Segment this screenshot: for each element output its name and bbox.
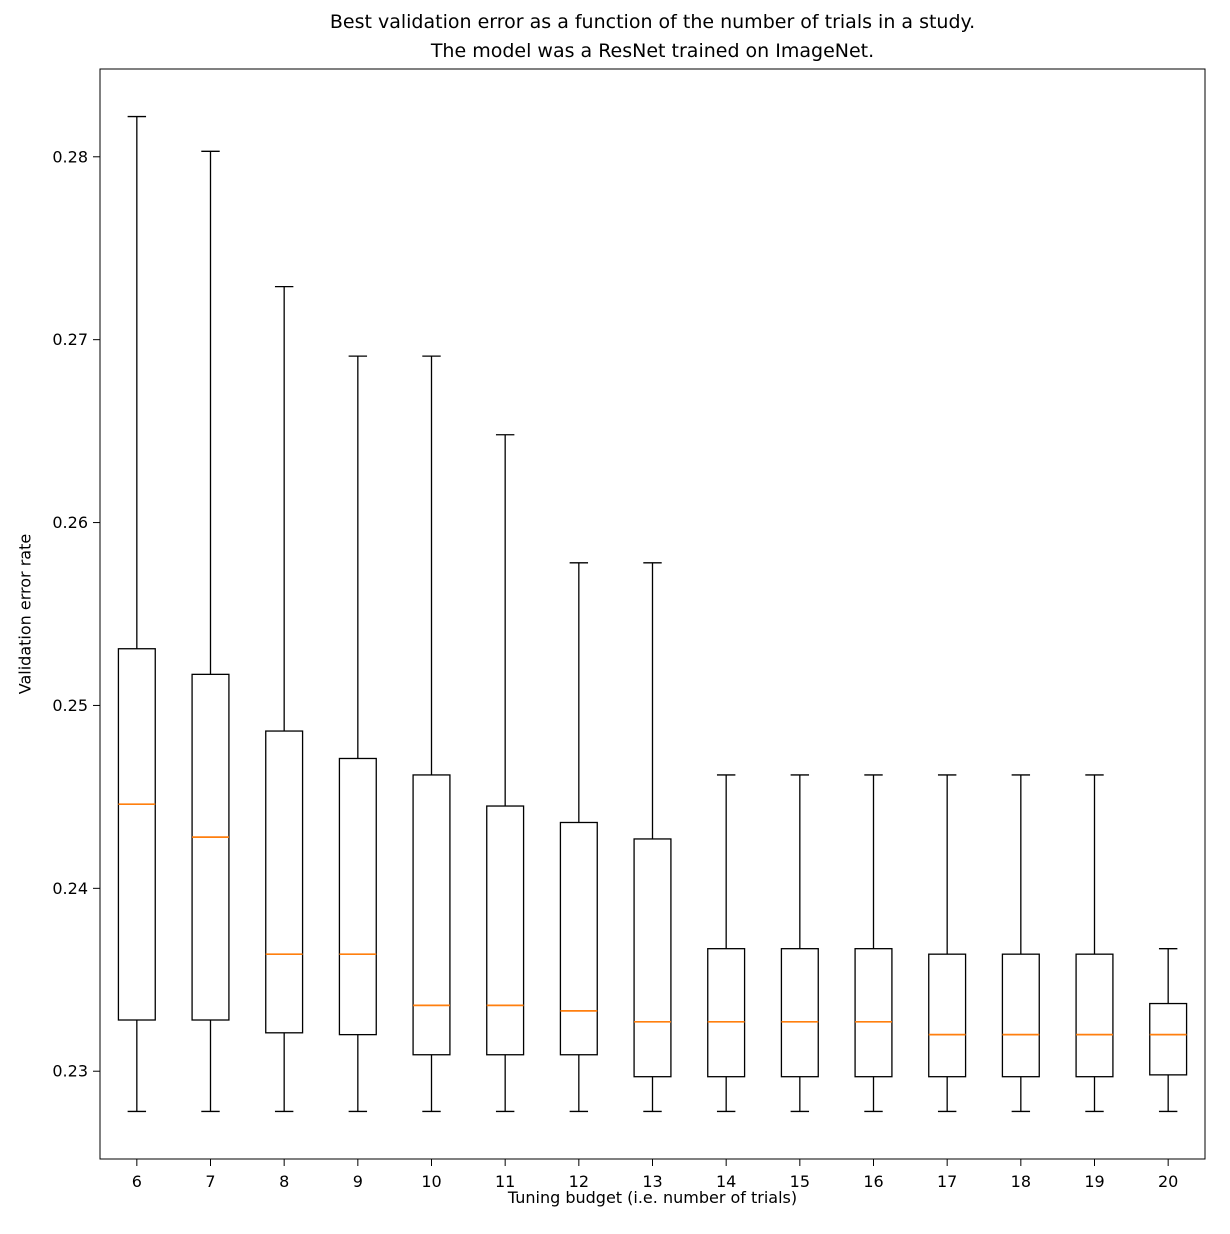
x-tick-label: 17 bbox=[937, 1172, 957, 1191]
chart-title: Best validation error as a function of t… bbox=[100, 8, 1205, 66]
boxplot-box bbox=[486, 805, 525, 1056]
boxplot-box bbox=[117, 648, 156, 1021]
chart-title-line1: Best validation error as a function of t… bbox=[329, 11, 976, 33]
x-tick-label: 15 bbox=[790, 1172, 810, 1191]
boxplot-box bbox=[707, 948, 746, 1078]
boxplot-box bbox=[854, 948, 893, 1078]
x-tick-label: 12 bbox=[569, 1172, 589, 1191]
boxplot-box bbox=[928, 953, 967, 1078]
y-tick-label: 0.26 bbox=[52, 513, 88, 532]
y-tick-label: 0.27 bbox=[52, 330, 88, 349]
x-tick-label: 7 bbox=[205, 1172, 215, 1191]
y-tick-label: 0.28 bbox=[52, 147, 88, 166]
x-tick-label: 8 bbox=[279, 1172, 289, 1191]
y-tick-label: 0.23 bbox=[52, 1062, 88, 1081]
x-tick-label: 10 bbox=[421, 1172, 441, 1191]
x-tick-label: 18 bbox=[1011, 1172, 1031, 1191]
y-tick-label: 0.24 bbox=[52, 879, 88, 898]
x-axis-label: Tuning budget (i.e. number of trials) bbox=[507, 1188, 798, 1207]
x-tick-label: 11 bbox=[495, 1172, 515, 1191]
boxplot-box bbox=[633, 838, 672, 1078]
boxplot-box bbox=[265, 730, 304, 1034]
boxplot-box bbox=[338, 757, 377, 1036]
x-tick-label: 19 bbox=[1084, 1172, 1104, 1191]
x-tick-label: 13 bbox=[642, 1172, 662, 1191]
x-tick-label: 6 bbox=[132, 1172, 142, 1191]
boxplot-box bbox=[412, 774, 451, 1056]
boxplot-box bbox=[1001, 953, 1040, 1078]
x-tick-label: 20 bbox=[1158, 1172, 1178, 1191]
boxplot-box bbox=[780, 948, 819, 1078]
chart-title-line2: The model was a ResNet trained on ImageN… bbox=[430, 40, 875, 62]
y-tick-label: 0.25 bbox=[52, 696, 88, 715]
boxplot-box bbox=[1075, 953, 1114, 1078]
x-tick-label: 14 bbox=[716, 1172, 736, 1191]
boxplot-box bbox=[191, 673, 230, 1021]
x-tick-label: 16 bbox=[863, 1172, 883, 1191]
x-tick-label: 9 bbox=[353, 1172, 363, 1191]
boxplot-box bbox=[559, 821, 598, 1056]
boxplot-box bbox=[1149, 1002, 1188, 1076]
